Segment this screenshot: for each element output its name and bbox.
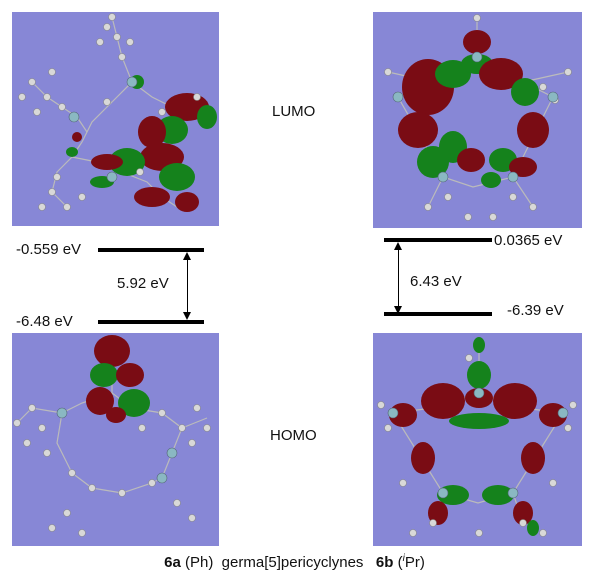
caption-6a-description: (Ph) germa[5]pericyclynes [180, 554, 376, 571]
orbital-6a-lumo-render [18, 13, 217, 212]
orbital-6a-homo-render [13, 335, 211, 537]
lumo-label: LUMO [272, 103, 316, 120]
caption-6b-superscript: i [402, 553, 405, 564]
orbital-6b-homo-render [377, 337, 577, 537]
orbital-6a-lumo [12, 12, 219, 226]
caption-compound-6a: 6a [164, 554, 181, 571]
right-lumo-level [384, 238, 492, 242]
right-gap-arrow-line [398, 248, 399, 306]
left-lumo-energy: -0.559 eV [16, 241, 82, 258]
left-homo-energy: -6.48 eV [16, 313, 73, 330]
homo-label: HOMO [270, 427, 317, 444]
caption-6b-open: ( [393, 554, 403, 571]
left-gap-arrow-up [183, 252, 191, 260]
orbital-6b-lumo [373, 12, 582, 228]
orbital-6b-homo [373, 333, 582, 546]
right-homo-level [384, 312, 492, 316]
right-gap-arrow-up [394, 242, 402, 250]
left-homo-level [98, 320, 204, 324]
right-homo-energy: -6.39 eV [507, 302, 564, 319]
left-lumo-level [98, 248, 204, 252]
figure-caption: 6a (Ph) germa[5]pericyclynes 6b (iPr) [0, 553, 589, 571]
left-gap-arrow-down [183, 312, 191, 320]
caption-6b-close: Pr) [404, 554, 425, 571]
left-gap-value: 5.92 eV [117, 275, 169, 292]
caption-compound-6b: 6b [375, 554, 394, 571]
orbital-6b-lumo-render [384, 14, 572, 221]
left-gap-arrow-line [187, 258, 188, 312]
right-lumo-energy: 0.0365 eV [494, 232, 563, 249]
orbital-6a-homo [12, 333, 219, 546]
right-gap-value: 6.43 eV [410, 273, 462, 290]
right-gap-arrow-down [394, 306, 402, 314]
